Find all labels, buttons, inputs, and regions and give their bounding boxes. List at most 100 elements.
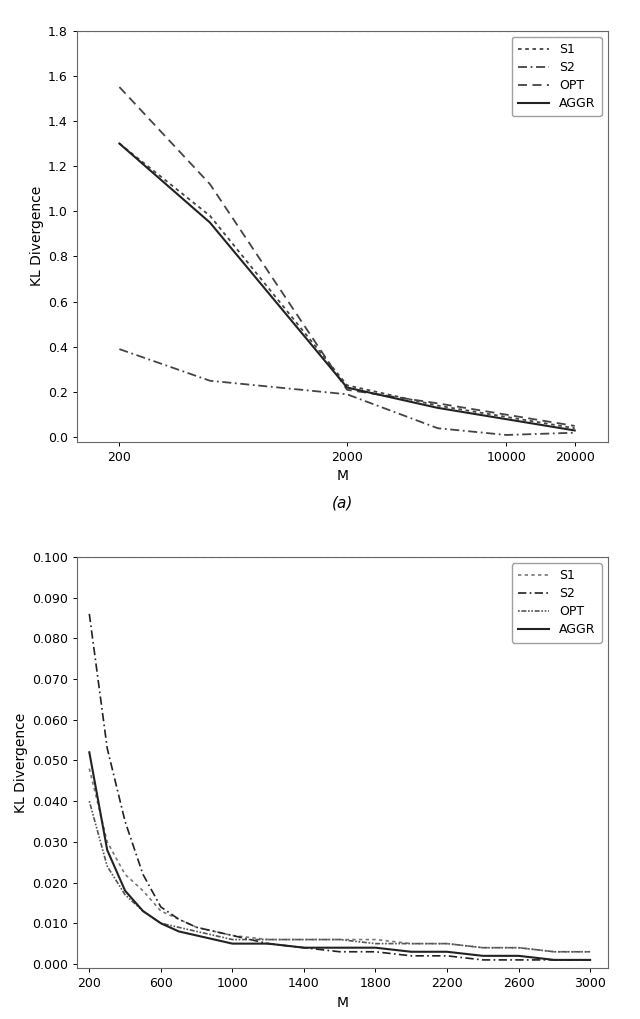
S1 [586,946,594,958]
S1 [479,942,486,954]
Y-axis label: KL Divergence: KL Divergence [29,186,44,286]
S2 [586,954,594,966]
S2 [104,742,111,754]
S1 [343,379,351,391]
Line: OPT: OPT [90,801,590,952]
S1 [121,868,129,880]
S2 [300,942,308,954]
S2 [515,954,522,966]
S2 [175,913,182,925]
S2 [246,933,254,946]
S1 [104,836,111,848]
S1 [157,905,164,917]
AGGR [408,946,415,958]
AGGR [434,401,442,414]
S2 [571,427,579,439]
S1 [206,210,214,222]
AGGR [121,884,129,897]
S1 [193,921,200,933]
X-axis label: M: M [337,470,348,483]
AGGR [228,937,236,950]
S1 [515,942,522,954]
S1 [372,933,380,946]
AGGR [157,917,164,929]
OPT [211,929,218,942]
OPT [515,942,522,954]
X-axis label: M: M [337,996,348,1010]
S2 [193,921,200,933]
Line: S1: S1 [90,768,590,952]
AGGR [206,216,214,228]
S1 [246,931,254,944]
AGGR [116,138,124,150]
Y-axis label: KL Divergence: KL Divergence [13,712,28,812]
AGGR [479,950,486,962]
S1 [264,933,272,946]
Legend: S1, S2, OPT, AGGR: S1, S2, OPT, AGGR [511,37,602,116]
OPT [502,409,510,421]
S1 [139,884,147,897]
AGGR [586,954,594,966]
S2 [206,375,214,387]
AGGR [139,905,147,917]
OPT [372,937,380,950]
S2 [121,815,129,827]
S2 [116,343,124,356]
S2 [502,429,510,441]
Line: S2: S2 [90,613,590,960]
S1 [300,933,308,946]
OPT [443,937,451,950]
AGGR [571,424,579,436]
S1 [175,913,182,925]
OPT [343,384,351,396]
S1 [502,411,510,423]
Line: S1: S1 [120,144,575,428]
S2 [443,950,451,962]
OPT [479,942,486,954]
AGGR [246,937,254,950]
AGGR [515,950,522,962]
AGGR [550,954,558,966]
S2 [336,946,344,958]
Line: AGGR: AGGR [120,144,575,430]
OPT [300,933,308,946]
S2 [211,925,218,937]
OPT [175,921,182,933]
OPT [206,178,214,191]
OPT [246,933,254,946]
OPT [336,933,344,946]
S2 [157,901,164,913]
OPT [434,397,442,410]
S1 [550,946,558,958]
OPT [571,420,579,432]
S1 [86,762,93,774]
OPT [104,860,111,872]
S2 [343,388,351,400]
S2 [372,946,380,958]
S2 [408,950,415,962]
S2 [550,954,558,966]
Text: (a): (a) [332,495,353,511]
AGGR [502,413,510,425]
OPT [157,917,164,929]
OPT [550,946,558,958]
S1 [116,138,124,150]
AGGR [343,381,351,393]
AGGR [300,942,308,954]
Line: OPT: OPT [120,87,575,426]
S2 [434,422,442,434]
S2 [264,937,272,950]
Line: AGGR: AGGR [90,752,590,960]
S2 [228,929,236,942]
AGGR [211,933,218,946]
S2 [479,954,486,966]
AGGR [443,946,451,958]
OPT [193,925,200,937]
OPT [586,946,594,958]
S1 [228,929,236,942]
S2 [139,868,147,880]
S1 [211,925,218,937]
AGGR [264,937,272,950]
OPT [121,889,129,901]
S2 [86,607,93,620]
